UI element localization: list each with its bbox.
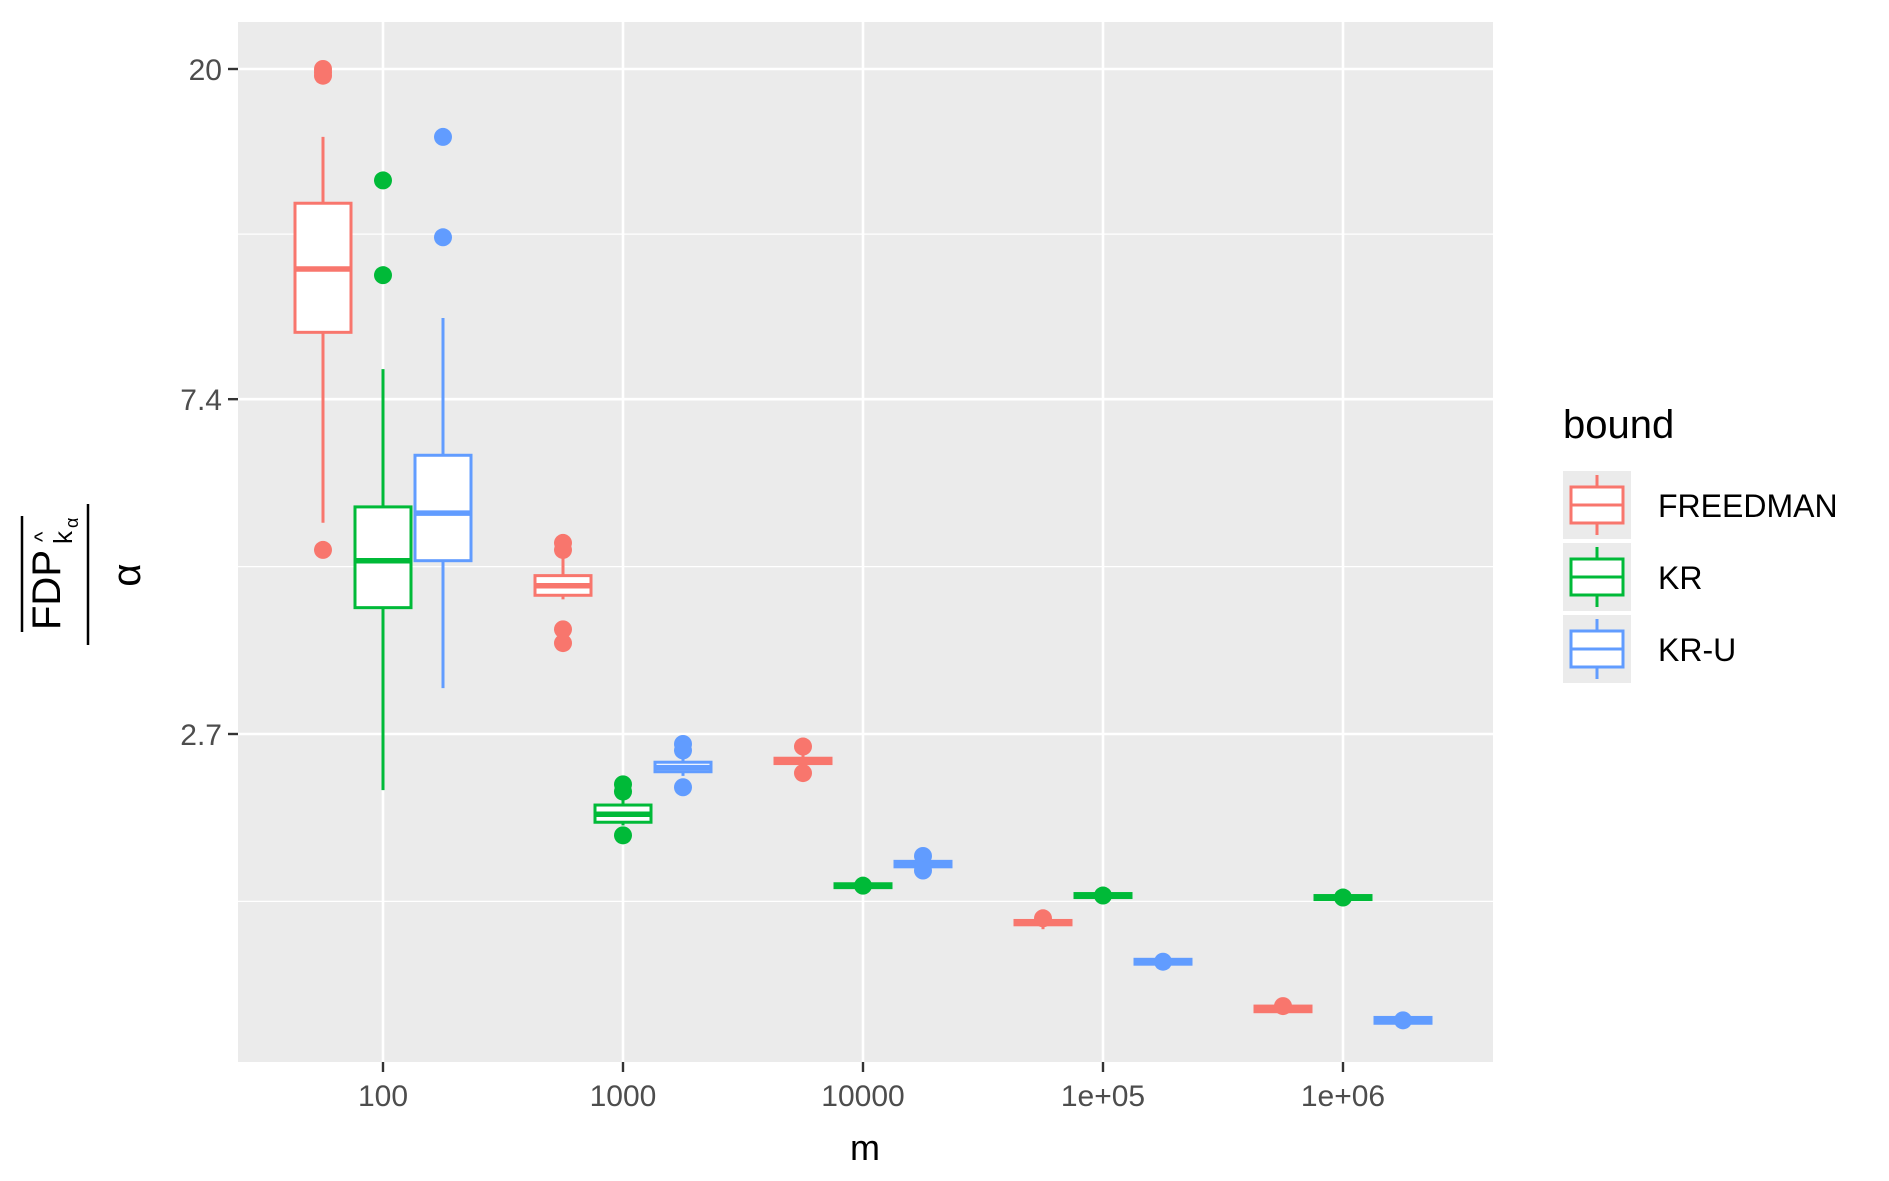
x-tick-label: 10000 — [821, 1080, 904, 1113]
x-tick-label: 1000 — [590, 1080, 657, 1113]
outlier-point — [554, 634, 572, 653]
y-tick-label: 2.7 — [180, 719, 222, 752]
legend-label: KR-U — [1658, 632, 1736, 668]
outlier-point — [674, 778, 692, 797]
legend-label: KR — [1658, 560, 1702, 596]
legend-label: FREEDMAN — [1658, 488, 1838, 524]
y-axis-title: FDP k ^ α α — [20, 504, 149, 645]
outlier-point — [554, 533, 572, 552]
outlier-point — [434, 228, 452, 247]
outlier-point — [794, 737, 812, 756]
y-title-numerator: FDP — [25, 550, 69, 630]
series-kr — [353, 171, 1373, 907]
outlier-point — [674, 741, 692, 760]
legend-item-freedman: FREEDMAN — [1563, 471, 1838, 539]
series-freedman — [293, 60, 1313, 1016]
outlier-point — [314, 60, 332, 78]
x-tick-label: 100 — [358, 1080, 408, 1113]
boxplot-layer — [293, 60, 1433, 1030]
outlier-point — [794, 764, 812, 783]
x-tick-label: 1e+05 — [1061, 1080, 1145, 1113]
outlier-point — [914, 846, 932, 865]
y-title-denominator: α — [105, 563, 149, 586]
legend-item-kr-u: KR-U — [1563, 615, 1736, 683]
outlier-point — [1094, 886, 1112, 905]
x-axis: 100 1000 10000 1e+05 1e+06 — [358, 1062, 1385, 1113]
outlier-point — [914, 861, 932, 880]
outlier-point — [1394, 1011, 1412, 1030]
x-tick-label: 1e+06 — [1301, 1080, 1385, 1113]
outlier-point — [554, 620, 572, 639]
series-kr-u — [413, 127, 1433, 1030]
box — [353, 505, 413, 610]
legend-keys: FREEDMAN KR KR-U — [1563, 471, 1838, 683]
outlier-point — [1154, 952, 1172, 971]
y-title-subscript-k: k — [48, 530, 78, 544]
outlier-point — [854, 876, 872, 895]
outlier-point — [374, 171, 392, 190]
y-axis: 2.7 7.4 20 — [180, 54, 238, 752]
outlier-point — [434, 127, 452, 146]
outlier-point — [1334, 888, 1352, 907]
x-axis-title: m — [850, 1127, 880, 1168]
y-title-subscript-alpha: α — [62, 518, 82, 528]
outlier-point — [614, 826, 632, 845]
outlier-point — [614, 782, 632, 801]
legend-title: bound — [1563, 403, 1674, 447]
y-title-hat: ^ — [30, 531, 55, 542]
legend-item-kr: KR — [1563, 543, 1702, 611]
outlier-point — [1274, 997, 1292, 1016]
outlier-point — [1034, 909, 1052, 928]
outlier-point — [314, 540, 332, 559]
box — [413, 453, 473, 563]
y-tick-label: 20 — [189, 54, 222, 87]
y-tick-label: 7.4 — [180, 384, 222, 417]
outlier-point — [374, 266, 392, 285]
legend: bound FREEDMAN KR KR-U — [1563, 403, 1838, 683]
